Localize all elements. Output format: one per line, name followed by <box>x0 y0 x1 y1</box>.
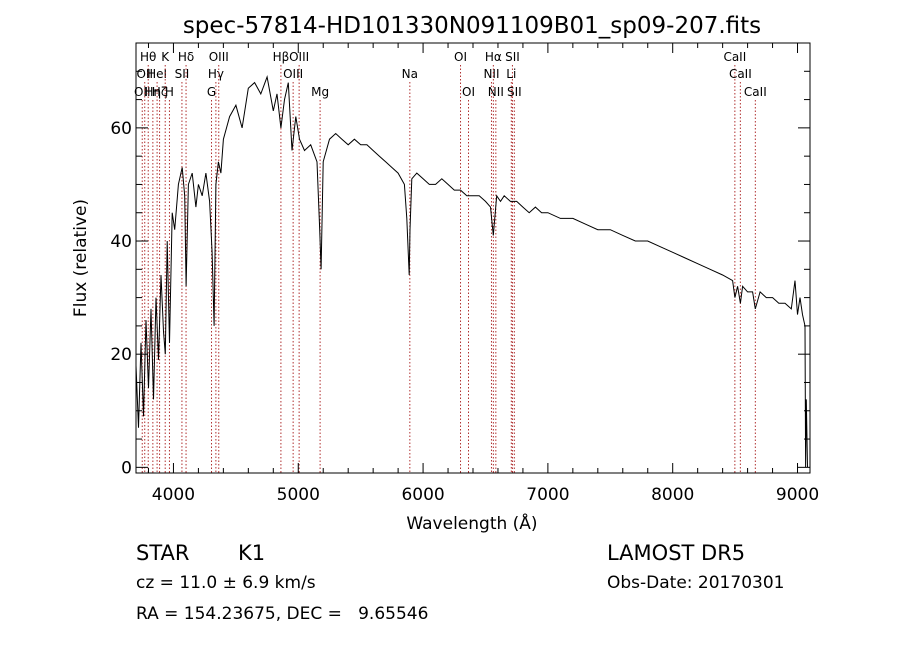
line-marker-label-18: OI <box>454 50 467 64</box>
obs-date: Obs-Date: 20170301 <box>607 573 785 593</box>
line-marker-label-17: Na <box>402 67 418 81</box>
line-marker-label-21: Hα <box>485 50 502 64</box>
plot-frame <box>135 42 811 474</box>
line-marker-label-14: OIII <box>283 67 303 81</box>
line-marker-label-12: OIII <box>209 50 229 64</box>
survey-name: LAMOST DR5 <box>607 541 746 565</box>
line-marker-label-19: OI <box>462 85 475 99</box>
y-tick-label-1: 20 <box>110 345 132 365</box>
line-marker-label-26: CaII <box>723 50 746 64</box>
line-marker-label-4: HeI <box>147 67 167 81</box>
line-marker-label-2: Hθ <box>140 50 156 64</box>
line-marker-label-5: Hζ <box>152 85 168 99</box>
line-marker-label-16: Mg <box>311 85 329 99</box>
line-marker-label-10: G <box>207 85 216 99</box>
line-marker-label-6: K <box>161 50 170 64</box>
line-marker-label-13: Hβ <box>273 50 290 64</box>
line-marker-label-9: Hδ <box>178 50 194 64</box>
line-marker-label-11: Hγ <box>208 67 224 81</box>
chart-title: spec-57814-HD101330N091109B01_sp09-207.f… <box>183 13 761 39</box>
line-marker-label-3: Hη <box>145 85 162 99</box>
line-marker-label-24: SII <box>505 50 520 64</box>
line-marker-label-1: OII <box>136 67 153 81</box>
x-tick-label-3: 7000 <box>526 485 569 505</box>
line-marker-label-25: SII <box>507 85 522 99</box>
line-marker-label-8: SII <box>175 67 190 81</box>
x-tick-label-2: 6000 <box>401 485 444 505</box>
line-marker-label-22: NII <box>488 85 504 99</box>
line-marker-label-0: OII <box>134 85 151 99</box>
line-marker-label-7: H <box>165 85 174 99</box>
line-marker-label-28: CaII <box>744 85 767 99</box>
line-marker-label-15: OIII <box>289 50 309 64</box>
line-marker-label-27: CaII <box>729 67 752 81</box>
y-tick-label-2: 40 <box>110 232 132 252</box>
axis-ticks: 4000 5000 6000 7000 8000 9000 0 20 40 60 <box>110 43 819 505</box>
y-tick-label-3: 60 <box>110 119 132 139</box>
x-tick-label-0: 4000 <box>152 485 195 505</box>
y-axis-title: Flux (relative) <box>71 199 91 317</box>
x-tick-label-4: 8000 <box>651 485 694 505</box>
line-marker-label-20: NII <box>483 67 499 81</box>
line-marker-label-23: Li <box>506 67 516 81</box>
x-tick-label-5: 9000 <box>776 485 819 505</box>
x-tick-label-1: 5000 <box>277 485 320 505</box>
x-axis-title: Wavelength (Å) <box>406 512 537 534</box>
spectrum-line <box>135 75 808 468</box>
redshift-readout: cz = 11.0 ± 6.9 km/s <box>136 573 316 593</box>
object-subclass: K1 <box>238 541 266 565</box>
coordinates-readout: RA = 154.23675, DEC = 9.65546 <box>136 604 429 624</box>
object-class: STAR <box>136 541 190 565</box>
y-tick-label-0: 0 <box>121 458 132 478</box>
